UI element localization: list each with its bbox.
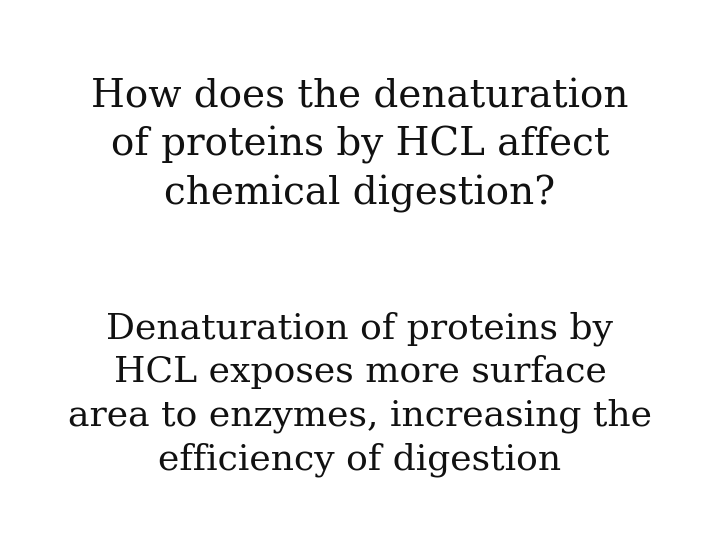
Text: Denaturation of proteins by
HCL exposes more surface
area to enzymes, increasing: Denaturation of proteins by HCL exposes … [68, 311, 652, 477]
Text: How does the denaturation
of proteins by HCL affect
chemical digestion?: How does the denaturation of proteins by… [91, 79, 629, 213]
